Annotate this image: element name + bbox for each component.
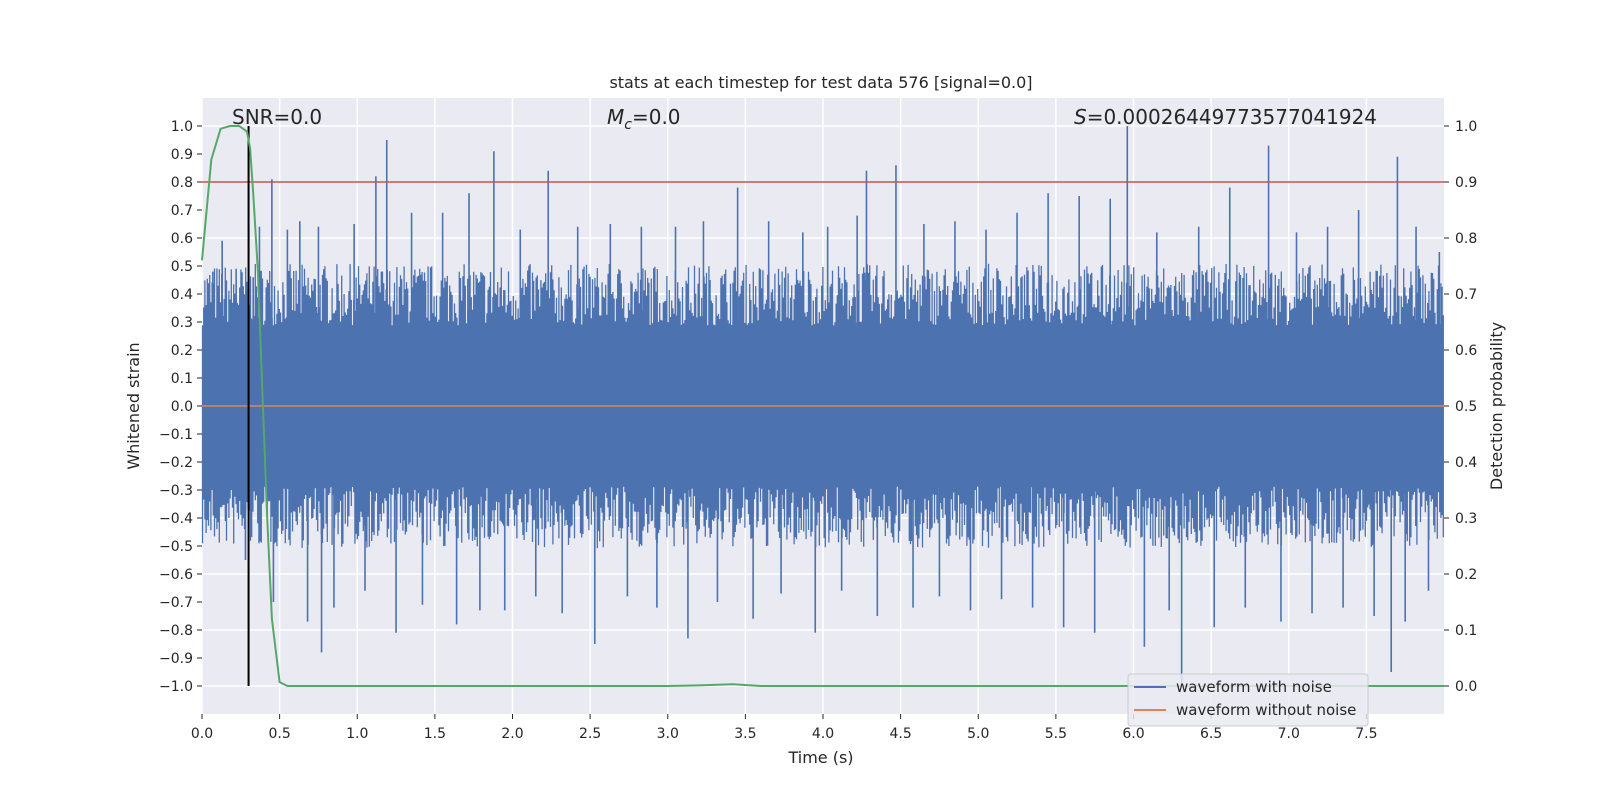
snr-annotation: SNR=0.0 (232, 105, 322, 129)
y-tick-label: 0.5 (171, 259, 193, 275)
series-waveform-with-noise (201, 126, 1444, 686)
y-axis-left: 1.0 0.9 0.8 0.7 0.6 0.5 0.4 0.3 0.2 0.1 0.0 −0.1 −0.… (159, 119, 202, 695)
chart-title: stats at each timestep for test data 576… (609, 73, 1032, 92)
y2-tick-label: 0.3 (1455, 511, 1477, 527)
y-tick-label: 0.8 (171, 175, 193, 191)
y2-tick-label: 0.9 (1455, 175, 1477, 191)
legend-label-waveform-with-noise: waveform with noise (1176, 678, 1332, 696)
y-tick-label: −0.6 (159, 567, 193, 583)
s-value: =0.00026449773577041924 (1087, 105, 1377, 129)
y-tick-label: 0.3 (171, 315, 193, 331)
series-detection-probability (201, 125, 1444, 687)
detection-probability-line (201, 125, 1444, 687)
y-tick-label: 1.0 (171, 119, 193, 135)
y-axis-label: Whitened strain (124, 342, 143, 469)
x-tick-label: 3.5 (734, 726, 756, 742)
y-tick-label: 0.7 (171, 203, 193, 219)
legend-label-waveform-without-noise: waveform without noise (1176, 701, 1356, 719)
y2-tick-label: 0.1 (1455, 623, 1477, 639)
y2-tick-label: 0.5 (1455, 399, 1477, 415)
y-tick-label: −0.5 (159, 539, 193, 555)
x-tick-label: 6.0 (1122, 726, 1144, 742)
x-tick-label: 0.0 (191, 726, 213, 742)
y-tick-label: −0.3 (159, 483, 193, 499)
x-axis-label: Time (s) (787, 748, 853, 767)
x-tick-label: 4.0 (812, 726, 834, 742)
x-tick-label: 7.0 (1278, 726, 1300, 742)
x-axis: 0.0 0.5 1.0 1.5 2.0 2.5 3.0 3.5 4.0 4.5 5.0 5.5 6.0 6… (191, 714, 1378, 742)
x-tick-label: 7.5 (1355, 726, 1377, 742)
y2-tick-label: 0.0 (1455, 679, 1477, 695)
y-tick-label: −1.0 (159, 679, 193, 695)
s-symbol: S (1074, 105, 1087, 129)
y2-tick-label: 0.2 (1455, 567, 1477, 583)
x-tick-label: 2.5 (579, 726, 601, 742)
chirp-mass-value: =0.0 (632, 105, 681, 129)
y-tick-label: −0.2 (159, 455, 193, 471)
x-tick-label: 0.5 (268, 726, 290, 742)
x-tick-label: 5.0 (967, 726, 989, 742)
y-tick-label: −0.4 (159, 511, 193, 527)
x-tick-label: 1.5 (424, 726, 446, 742)
x-tick-label: 5.5 (1045, 726, 1067, 742)
y2-tick-label: 0.6 (1455, 343, 1477, 359)
y2-tick-label: 0.8 (1455, 231, 1477, 247)
y-tick-label: 0.6 (171, 231, 193, 247)
x-tick-label: 4.5 (889, 726, 911, 742)
legend-box (1127, 673, 1369, 727)
chirp-mass-symbol: M (607, 105, 624, 129)
y-axis-right: 1.0 0.9 0.8 0.7 0.6 0.5 0.4 0.3 0.2 0.1 0.0 (1444, 119, 1477, 695)
legend: waveform with noise waveform without noi… (1127, 673, 1369, 727)
chirp-mass-subscript: c (624, 117, 632, 133)
y-tick-label: −0.7 (159, 595, 193, 611)
x-tick-label: 1.0 (346, 726, 368, 742)
y2-tick-label: 0.4 (1455, 455, 1477, 471)
y-tick-label: 0.2 (171, 343, 193, 359)
s-annotation: S=0.00026449773577041924 (1074, 105, 1377, 129)
x-tick-label: 3.0 (657, 726, 679, 742)
y-tick-label: 0.0 (171, 399, 193, 415)
y-tick-label: −0.8 (159, 623, 193, 639)
y2-axis-label: Detection probability (1487, 322, 1506, 490)
y-tick-label: 0.1 (171, 371, 193, 387)
y-tick-label: −0.9 (159, 651, 193, 667)
y2-tick-label: 0.7 (1455, 287, 1477, 303)
y-tick-label: −0.1 (159, 427, 193, 443)
y-tick-label: 0.4 (171, 287, 193, 303)
y2-tick-label: 1.0 (1455, 119, 1477, 135)
x-tick-label: 2.0 (501, 726, 523, 742)
x-tick-label: 6.5 (1200, 726, 1222, 742)
chirp-mass-annotation: Mc=0.0 (607, 105, 681, 133)
y-tick-label: 0.9 (171, 147, 193, 163)
